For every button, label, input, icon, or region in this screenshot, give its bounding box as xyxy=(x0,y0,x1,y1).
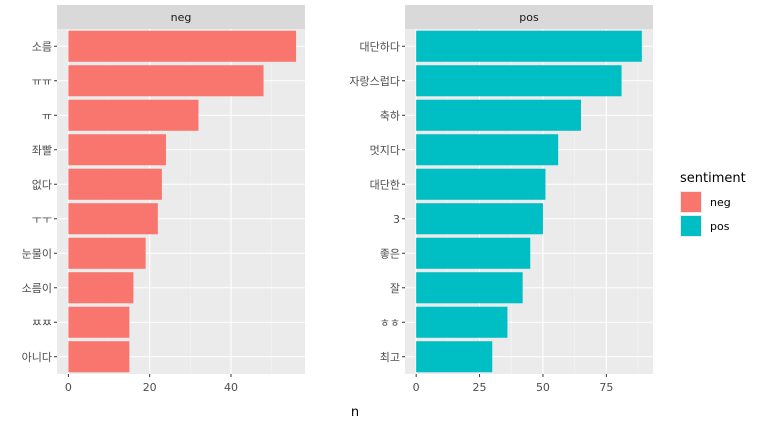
bar-neg-7 xyxy=(68,272,134,304)
bar-pos-8 xyxy=(416,306,508,338)
category-label: 축하 xyxy=(380,108,400,122)
bar-pos-5 xyxy=(416,203,543,235)
category-label: 3 xyxy=(393,213,400,226)
bar-neg-3 xyxy=(68,134,166,166)
bar-neg-0 xyxy=(68,30,297,62)
x-tick-label: 0 xyxy=(413,381,420,394)
category-label: 대단한 xyxy=(370,178,400,191)
category-label: 잘 xyxy=(390,282,400,295)
bar-neg-9 xyxy=(68,341,130,373)
category-label: 대단하다 xyxy=(360,39,400,53)
bar-pos-7 xyxy=(416,272,523,304)
category-label: ㅉㅉ xyxy=(32,316,52,329)
x-tick-label: 50 xyxy=(536,381,550,394)
category-label: 아니다 xyxy=(22,351,52,364)
bar-neg-1 xyxy=(68,65,264,97)
x-axis-title: n xyxy=(351,405,359,420)
category-label: ㅠㅠ xyxy=(32,75,52,88)
category-label: ㅎㅎ xyxy=(380,316,400,329)
legend-label-pos: pos xyxy=(710,220,730,233)
category-label: 멋지다 xyxy=(370,144,400,157)
bar-pos-6 xyxy=(416,237,531,269)
facet-strip-pos xyxy=(405,5,653,29)
category-label: 좌빨 xyxy=(32,144,52,157)
category-label: ㅜㅜ xyxy=(32,213,52,226)
facet-title-pos: pos xyxy=(519,11,539,24)
legend-key-pos xyxy=(681,216,701,236)
category-label: 좋은 xyxy=(380,247,400,260)
x-tick-label: 75 xyxy=(599,381,613,394)
legend-label-neg: neg xyxy=(710,196,731,209)
category-label: ㅠ xyxy=(42,109,52,122)
bar-neg-4 xyxy=(68,168,162,200)
bar-pos-1 xyxy=(416,65,622,97)
bar-neg-2 xyxy=(68,99,199,131)
category-label: 없다 xyxy=(32,178,52,191)
legend-title: sentiment xyxy=(680,171,746,186)
category-label: 눈물이 xyxy=(22,247,52,260)
bar-pos-2 xyxy=(416,99,581,131)
x-tick-label: 40 xyxy=(224,381,238,394)
legend-key-neg xyxy=(681,192,701,212)
facet-title-neg: neg xyxy=(171,11,192,24)
bar-neg-5 xyxy=(68,203,158,235)
bar-pos-4 xyxy=(416,168,546,200)
category-label: 자랑스럽다 xyxy=(349,74,400,88)
bar-pos-0 xyxy=(416,30,642,62)
category-label: 소름이 xyxy=(22,282,52,295)
x-tick-label: 0 xyxy=(65,381,72,394)
category-label: 소름 xyxy=(32,40,52,53)
bar-pos-9 xyxy=(416,341,493,373)
category-label: 최고 xyxy=(380,351,400,364)
x-tick-label: 20 xyxy=(143,381,157,394)
bar-neg-8 xyxy=(68,306,130,338)
x-tick-label: 25 xyxy=(473,381,487,394)
bar-neg-6 xyxy=(68,237,146,269)
bar-pos-3 xyxy=(416,134,559,166)
facet-strip-neg xyxy=(57,5,305,29)
